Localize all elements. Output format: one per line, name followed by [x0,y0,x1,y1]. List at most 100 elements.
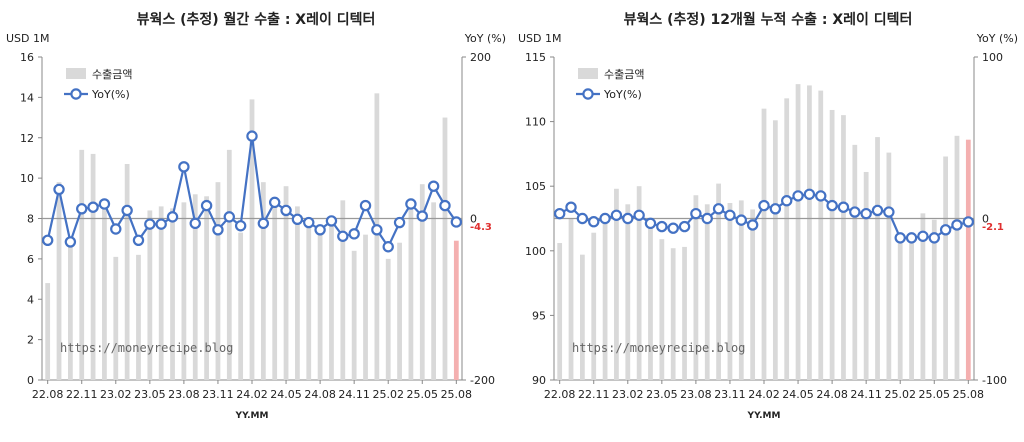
yoy-point [87,201,99,213]
bar [829,109,835,381]
yoy-point [735,214,747,226]
yoy-point [746,219,759,231]
x-tick-label: 24.05 [782,388,814,401]
last-yoy-label: -4.3 [470,222,492,233]
bar [79,149,85,380]
yoy-point [678,220,691,233]
yoy-point [837,201,850,213]
yoy-point [883,206,895,218]
x-tick-label: 23.11 [714,388,746,401]
x-tick-label: 22.08 [544,388,576,401]
yoy-point [622,212,634,225]
bar [453,240,459,380]
yoy-point [690,207,702,220]
yoy-point [53,183,65,196]
bar [408,198,414,380]
monthly-export-chart-svg: 뷰웍스 (추정) 월간 수출 : X레이 디텍터 USD 1M YoY (%) YY.… [6,11,506,421]
x-tick-label: 24.05 [270,388,302,401]
yoy-point [121,204,133,217]
x-tick-label: 24.08 [816,388,848,401]
x-tick-label: 24.02 [748,388,780,401]
yoy-point [427,180,440,192]
yoy-point [758,199,770,212]
x-tick-label: 25.08 [441,388,473,401]
bar [648,221,653,380]
bar [90,153,96,380]
x-tick-label: 23.08 [168,388,200,401]
y-tick-left-label: 95 [532,309,546,322]
x-tick-label: 25.08 [953,388,985,401]
bar [920,213,926,380]
bar [738,200,744,380]
yoy-point [792,190,804,202]
yoy-point [656,220,668,233]
yoy-point [280,204,292,217]
bar [272,202,278,380]
chart-title: 뷰웍스 (추정) 12개월 누적 수출 : X레이 디텍터 [624,11,913,28]
yoy-point [416,210,428,222]
yoy-point [701,212,713,225]
bar [124,163,130,380]
x-axis-label: YY.MM [747,411,781,421]
x-axis-label: YY.MM [235,411,269,421]
bar [863,171,869,380]
bar [716,183,721,380]
yoy-point [769,203,782,215]
bar [682,246,687,380]
yoy-point [382,241,394,253]
bar [943,156,949,380]
bar [693,195,699,380]
monthly-export-chart: 뷰웍스 (추정) 월간 수출 : X레이 디텍터 USD 1M YoY (%) YY.… [6,11,506,421]
x-tick-label: 24.08 [304,388,336,401]
bar [340,200,346,380]
yoy-point [64,236,77,248]
x-tick-label: 23.05 [646,388,678,401]
yoy-point [951,219,963,231]
yoy-point [246,130,258,142]
yoy-point [303,216,315,229]
bar [102,202,107,380]
bar [385,258,391,380]
yoy-point [667,222,679,234]
yoy-point [212,224,224,236]
x-tick-label: 24.11 [850,388,882,401]
bar [761,108,767,381]
bar [317,228,323,380]
bar [363,234,368,380]
yoy-point [803,188,816,200]
bar [147,210,153,380]
yoy-point [359,199,372,212]
y-tick-left-label: 6 [27,253,34,266]
bar [113,256,119,380]
yoy-point [405,198,417,210]
chart-title: 뷰웍스 (추정) 월간 수출 : X레이 디텍터 [137,11,376,28]
yoy-point [98,198,111,210]
y-tick-left-label: 90 [532,374,546,387]
last-yoy-label: -2.1 [982,222,1004,233]
y-tick-right-zero-label: 0 [982,213,989,226]
bar [374,93,380,381]
bar [852,144,858,380]
bar [56,182,62,380]
y-tick-left-label: 14 [20,91,34,104]
bar [226,149,232,380]
yoy-point [223,211,235,223]
x-tick-label: 24.02 [236,388,268,401]
x-tick-label: 25.02 [884,388,916,401]
yoy-point [178,161,190,173]
y-tick-left-label: 105 [525,180,546,193]
y-tick-left-label: 110 [525,116,546,129]
bar [784,98,790,381]
yoy-point [439,199,451,212]
yoy-point [724,209,736,221]
x-tick-label: 24.11 [338,388,370,401]
x-tick-label: 25.02 [372,388,404,401]
bar [727,202,733,380]
x-tick-label: 22.11 [66,388,98,401]
y-tick-left-label: 16 [20,51,34,64]
bar [591,232,597,380]
yoy-point [871,204,884,217]
bar [283,186,289,380]
yoy-point [291,213,304,226]
x-tick-label: 23.05 [134,388,166,401]
